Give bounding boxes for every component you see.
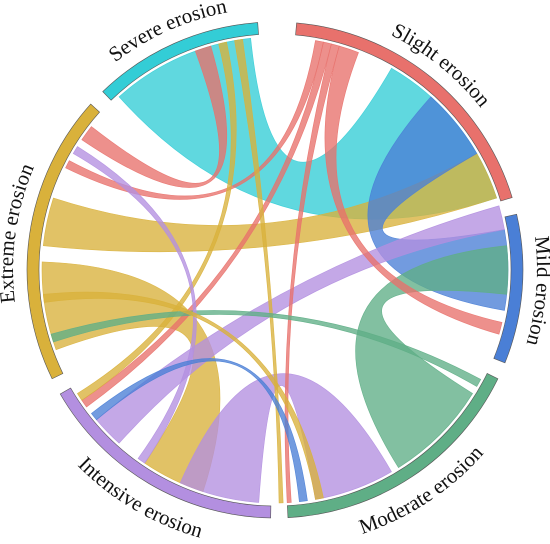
ribbon-slight-erosion-to-moderate-erosion — [284, 43, 340, 503]
segment-arc-severe-erosion — [102, 22, 259, 101]
ribbon-slight-erosion-to-extreme-erosion — [65, 40, 324, 200]
chord-segment-arcs — [26, 22, 524, 519]
ribbon-moderate-erosion-to-intensive-erosion — [90, 358, 308, 503]
segment-arc-moderate-erosion — [287, 373, 499, 518]
chord-ribbons — [41, 37, 509, 504]
ribbon-intensive-erosion-to-moderate-erosion — [179, 373, 392, 503]
ribbon-severe-erosion-to-intensive-erosion — [76, 41, 237, 401]
ribbon-moderate-erosion-to-mild-erosion — [355, 245, 509, 469]
ribbon-moderate-erosion-to-extreme-erosion — [50, 310, 482, 387]
segment-label-mild-erosion: Mild erosion — [522, 235, 550, 349]
segment-arc-intensive-erosion — [59, 387, 272, 519]
ribbon-slight-erosion-to-mild-erosion — [324, 45, 503, 335]
segment-arc-mild-erosion — [493, 213, 524, 364]
ribbon-severe-erosion-to-moderate-erosion — [234, 38, 284, 504]
ribbon-extreme-erosion-to-moderate-erosion — [42, 291, 324, 500]
ribbon-severe-erosion-to-extreme-erosion — [81, 45, 228, 188]
